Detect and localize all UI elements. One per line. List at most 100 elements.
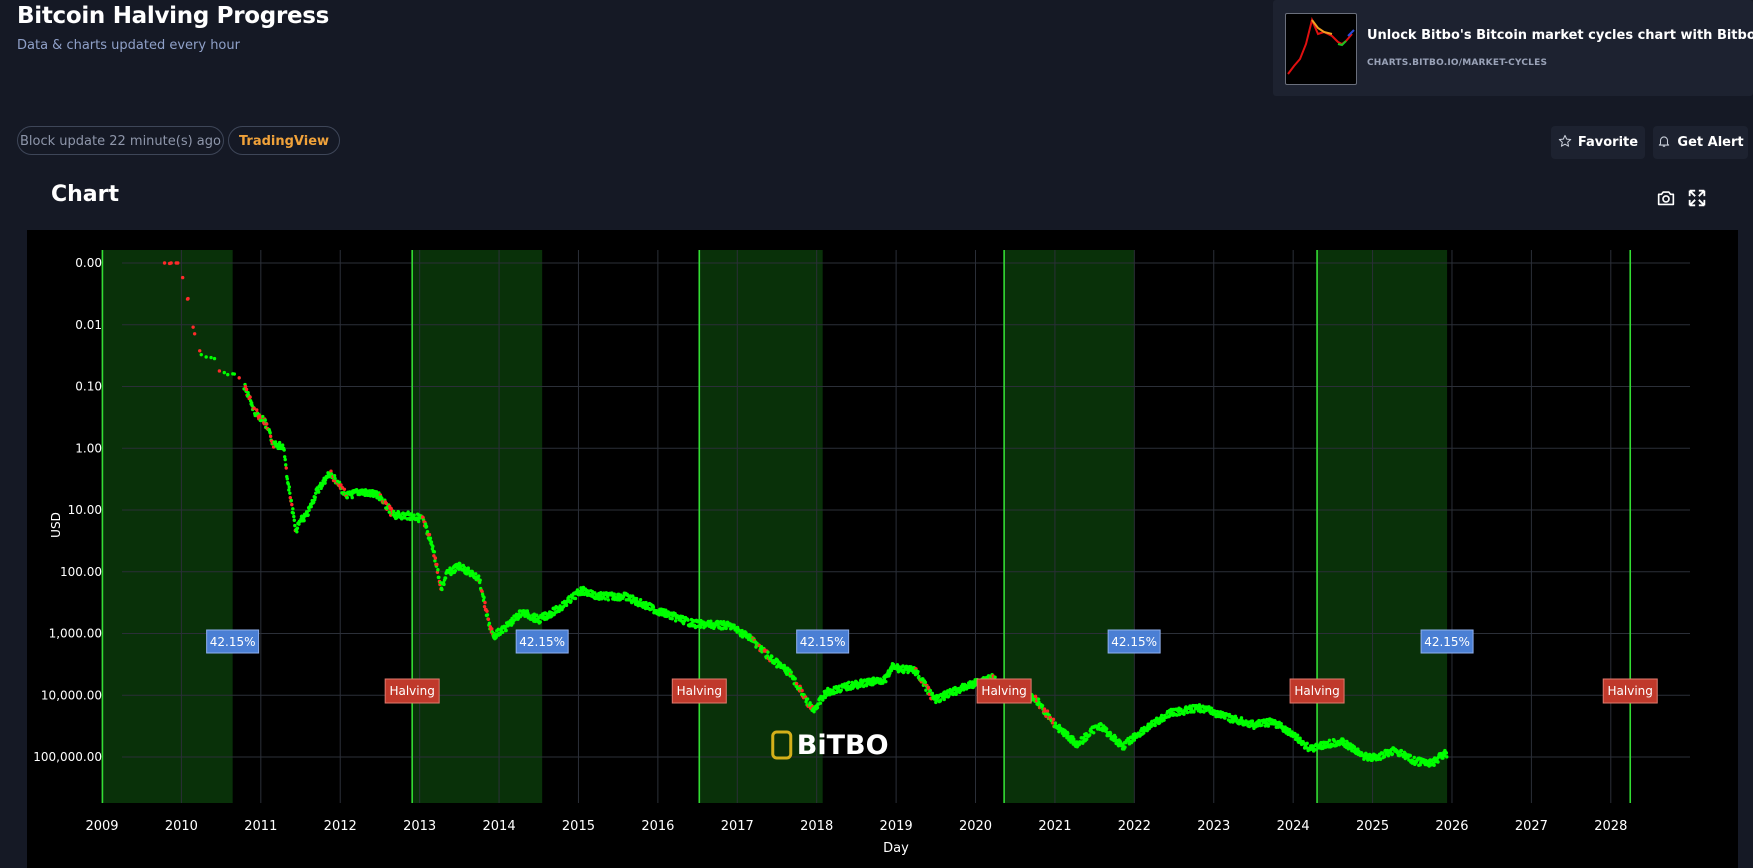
promo-title[interactable]: Unlock Bitbo's Bitcoin market cycles cha…: [1367, 28, 1753, 43]
price-point: [291, 511, 296, 515]
price-point: [462, 565, 467, 570]
price-point: [442, 582, 446, 587]
shaded-period: [1004, 250, 1135, 803]
price-point: [309, 505, 313, 509]
price-point: [302, 518, 306, 523]
price-point: [1287, 727, 1292, 732]
price-point: [1135, 735, 1139, 739]
price-point: [317, 490, 321, 494]
price-point: [237, 376, 241, 380]
promo-url[interactable]: CHARTS.BITBO.IO/MARKET-CYCLES: [1367, 58, 1548, 68]
price-point: [1130, 740, 1134, 744]
block-update-badge: Block update 22 minute(s) ago: [17, 126, 224, 155]
price-point: [436, 568, 440, 572]
x-tick-label: 2016: [641, 819, 674, 834]
price-point: [828, 688, 832, 692]
price-point: [789, 670, 793, 674]
price-point: [1040, 703, 1045, 708]
x-tick-label: 2019: [880, 819, 913, 834]
percent-badge-label: 42.15%: [1424, 635, 1470, 649]
halving-badge: [671, 678, 727, 704]
price-point: [1177, 712, 1182, 717]
price-point: [255, 408, 259, 412]
halving-badge: [1289, 678, 1345, 704]
x-tick-label: 2012: [324, 819, 357, 834]
price-point: [1295, 733, 1300, 737]
price-point: [1209, 706, 1214, 710]
price-point: [1332, 739, 1337, 743]
price-point: [323, 481, 327, 485]
price-point: [805, 697, 810, 701]
chart-container[interactable]: 2009 2010 2011 2012 2013 2014 2015 2016 2017 2018…: [27, 230, 1738, 868]
favorite-button[interactable]: Favorite: [1551, 126, 1645, 159]
camera-icon[interactable]: [1655, 187, 1677, 209]
y-tick-label: 0.10: [75, 380, 102, 394]
price-point: [535, 613, 539, 617]
price-point: [1157, 721, 1162, 725]
price-point: [1112, 738, 1116, 743]
price-point: [412, 513, 416, 517]
price-point: [1051, 717, 1056, 722]
price-point: [569, 599, 573, 603]
x-tick-label: 2022: [1118, 819, 1151, 834]
promo-card[interactable]: Unlock Bitbo's Bitcoin market cycles cha…: [1273, 0, 1753, 96]
price-point: [612, 592, 616, 596]
x-axis-label: Day: [883, 841, 909, 856]
price-point: [282, 455, 287, 459]
price-point: [268, 431, 272, 435]
price-point: [423, 522, 428, 526]
x-tick-label: 2023: [1197, 819, 1230, 834]
percent-badge-label: 42.15%: [519, 635, 565, 649]
price-point: [482, 595, 486, 600]
y-tick-label: 1,000.00: [49, 627, 102, 641]
price-point: [1088, 733, 1092, 737]
price-point: [800, 688, 804, 693]
bitbo-logo-icon: [771, 730, 793, 760]
price-point: [923, 680, 928, 685]
promo-thumbnail: [1285, 13, 1357, 85]
price-point: [1390, 752, 1395, 756]
price-point: [724, 626, 728, 631]
price-point: [634, 596, 639, 601]
price-point: [443, 576, 448, 580]
price-point: [1445, 755, 1449, 759]
halving-badge: [976, 678, 1032, 704]
price-point: [808, 701, 812, 705]
price-point: [204, 355, 208, 359]
price-point: [217, 369, 222, 373]
price-point: [329, 469, 333, 473]
price-point: [437, 575, 441, 580]
tradingview-link[interactable]: TradingView: [228, 126, 340, 155]
price-point: [478, 578, 482, 582]
expand-icon[interactable]: [1686, 187, 1708, 209]
price-point: [1202, 710, 1206, 714]
y-tick-label: 100.00: [60, 565, 102, 579]
price-point: [483, 600, 487, 605]
price-point: [793, 677, 797, 681]
price-point: [1189, 707, 1194, 711]
price-point: [638, 597, 643, 602]
price-point: [485, 609, 489, 613]
get-alert-button[interactable]: Get Alert: [1653, 126, 1748, 159]
price-point: [1099, 722, 1103, 726]
price-point: [416, 519, 421, 524]
price-point: [471, 571, 475, 575]
star-icon: [1558, 134, 1572, 152]
price-point: [1123, 745, 1127, 749]
price-point: [428, 536, 433, 540]
price-point: [222, 370, 227, 375]
price-point: [1378, 757, 1383, 761]
halving-chart[interactable]: 2009 2010 2011 2012 2013 2014 2015 2016 2017 2018…: [27, 230, 1738, 868]
price-point: [293, 523, 297, 528]
price-point: [283, 457, 287, 462]
price-point: [1298, 736, 1302, 740]
price-point: [1293, 732, 1297, 736]
y-tick-label: 100,000.00: [33, 750, 102, 764]
price-point: [603, 597, 608, 601]
price-point: [1408, 753, 1413, 758]
price-point: [930, 691, 935, 696]
price-point: [480, 589, 484, 594]
price-point: [681, 621, 686, 626]
price-point: [770, 654, 774, 659]
price-point: [292, 514, 296, 519]
